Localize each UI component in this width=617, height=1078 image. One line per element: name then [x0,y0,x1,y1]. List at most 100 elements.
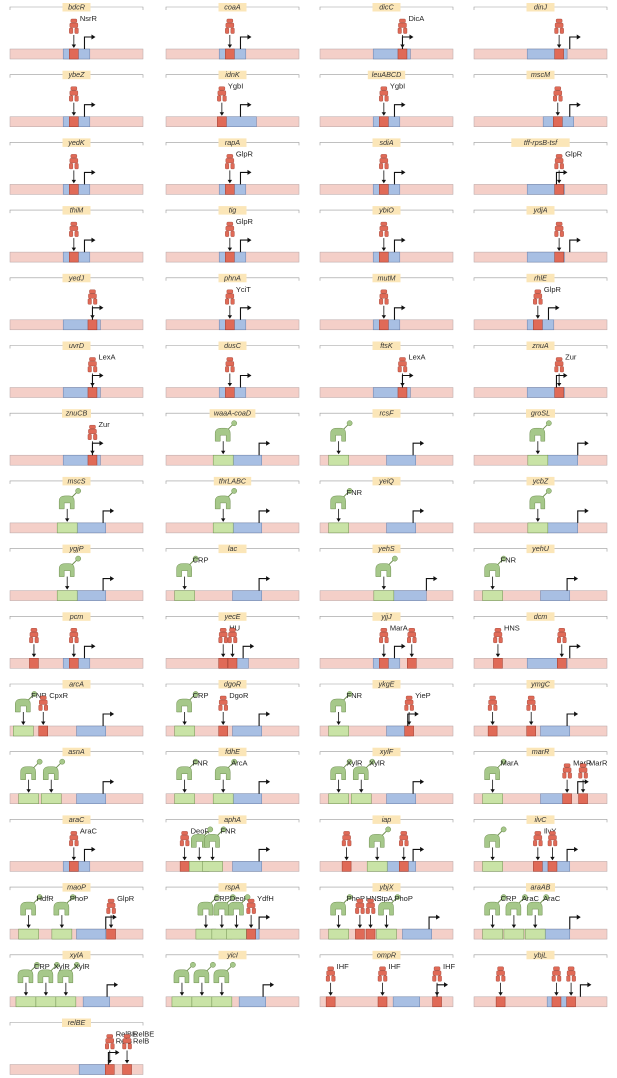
activator-protein-icon [53,894,76,916]
repressor-binding-site [399,861,409,872]
repressor-binding-site [325,996,336,1008]
gene-name: rapA [225,138,240,147]
repressor-binding-site [566,996,576,1008]
transcription-start-arrow-icon [258,781,268,794]
repressor-binding-site [533,861,543,872]
repressor-protein-icon [217,86,227,102]
gene-panel-uvrD: uvrD LexA [9,341,144,398]
transcription-factor-label: MarA [501,759,519,768]
repressor-binding-site [87,454,98,466]
transcription-start-arrow-icon [91,307,101,320]
gene-label-bg [62,476,91,486]
gene-label-bg [372,815,401,824]
transcription-start-arrow-icon [401,374,411,388]
transcription-start-arrow-icon [555,171,565,185]
gene-panel-pcm: pcm [9,612,144,669]
gene-panel-rcsF: rcsF [319,409,454,466]
activator-binding-site [212,793,234,804]
transcription-start-arrow-icon [239,36,249,49]
transcription-start-arrow-icon [83,36,93,49]
gene-name: yeiQ [378,476,394,485]
transcription-factor-label: DgoR [229,691,249,700]
tss-arrowhead [266,508,271,514]
repressor-protein-icon [547,831,558,847]
repressor-protein-icon [404,695,414,711]
promoter-region [540,725,571,737]
activator-protein-icon [214,488,238,510]
transcription-start-arrow-icon [569,645,578,659]
promoter-region [386,793,417,804]
transcription-factor-label: CRP [501,894,517,903]
gene-name: rspA [225,883,240,892]
gene-label-bg [526,70,555,80]
promoter-region [78,1064,107,1075]
gene-name: yedK [67,138,86,147]
transcription-start-arrow-icon [83,104,93,117]
gene-name: yjjJ [380,612,392,621]
transcription-factor-label: MarR [573,759,592,768]
activator-protein-icon [213,894,236,916]
transcription-start-arrow-icon [83,645,93,659]
repressor-binding-site [38,725,48,737]
activator-binding-site [328,928,349,940]
tss-arrowhead [270,982,275,988]
tss-arrowhead [114,982,119,988]
repressor-binding-site [432,996,442,1008]
repressor-protein-icon [379,289,389,305]
gene-name: ydjA [533,206,548,215]
transcription-start-arrow-icon [393,171,403,185]
repressor-binding-site [122,1064,132,1075]
activator-binding-site [482,928,503,940]
repressor-binding-site [578,793,588,804]
transcription-factor-label: HU [229,623,240,632]
gene-panel-waaA-coaD: waaA-coaD [165,409,300,466]
gene-label-bg [372,341,401,350]
activator-binding-site [56,522,78,534]
gene-label-bg [526,950,555,960]
transcription-factor-label: IHF [443,962,456,971]
gene-panel-yeiQ: yeiQ FNR [319,476,454,534]
gene-label-bg [62,341,91,350]
repressor-binding-site [493,658,503,669]
promoter-region [232,590,263,601]
promoter-region [62,319,101,331]
activator-protein-icon [330,488,353,510]
gene-panel-lac: lac CRP [165,544,300,601]
transcription-factor-label: Zur [98,420,110,429]
transcription-start-arrow-icon [577,510,586,523]
activator-binding-site [328,522,349,534]
repressor-protein-icon [325,966,336,982]
tss-arrowhead [420,440,425,446]
promoter-region [540,590,571,601]
transcription-start-arrow-icon [579,984,589,997]
promoter-region [232,793,263,804]
tss-arrowhead [563,373,568,378]
repressor-protein-icon [551,966,562,982]
gene-label-bg [218,950,247,960]
activator-binding-site [174,590,195,601]
activator-protein-icon [17,961,40,984]
repressor-protein-icon [69,831,79,847]
repressor-protein-icon [554,154,564,170]
gene-name: ybjL [533,950,547,959]
gene-label-bg [218,747,247,757]
gene-name: ybjX [379,883,395,892]
tss-arrowhead [563,169,568,175]
repressor-protein-icon [179,831,190,847]
transcription-factor-label: XylR [347,759,363,768]
repressor-binding-site [225,319,235,331]
repressor-binding-site [554,251,564,263]
repressor-protein-icon [397,18,408,34]
repressor-binding-site [179,861,190,872]
activator-protein-icon [15,691,38,713]
transcription-start-arrow-icon [258,442,268,456]
tss-arrowhead [576,102,581,108]
transcription-start-arrow-icon [239,239,249,253]
repressor-protein-icon [578,763,588,779]
transcription-factor-label: ArcA [231,759,247,768]
promoter-region [232,861,263,872]
gene-name: maoP [67,883,86,892]
transcription-start-arrow-icon [569,239,578,253]
transcription-factor-label: CRP [193,556,209,565]
